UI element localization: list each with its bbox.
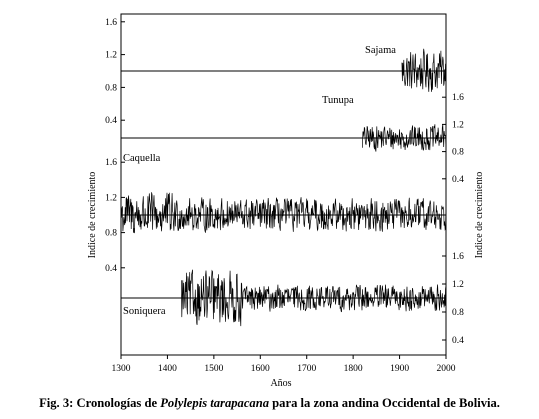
y-tick-label: 0.8	[452, 148, 464, 158]
y-tick-label: 1.2	[105, 193, 117, 203]
y-tick-label: 0.8	[105, 229, 117, 239]
y-tick-label: 0.8	[452, 308, 464, 318]
y-axis-title-right: Indice de crecimiento	[474, 172, 485, 259]
series-caquella	[120, 192, 447, 234]
chronology-chart: 1300 1400 1500 1600 1700 1800 1900 2000 0.4 0.8 1.…	[87, 13, 485, 389]
y-tick-label: 0.4	[452, 175, 464, 185]
y-tick-label: 1.2	[452, 120, 464, 130]
label-sajama: Sajama	[365, 45, 396, 56]
x-tick-label: 1700	[297, 364, 316, 374]
plot-frame	[120, 13, 447, 356]
series-soniquera	[181, 269, 447, 327]
y-tick-label: 0.4	[105, 264, 117, 274]
y-tick-label: 1.6	[105, 158, 117, 168]
y-tick-label: 1.2	[105, 51, 117, 61]
y-tick-label: 0.4	[105, 116, 117, 126]
x-tick-label: 1400	[158, 364, 177, 374]
label-tunupa: Tunupa	[322, 95, 354, 106]
y-tick-label: 1.6	[452, 252, 464, 262]
y-tick-label: 0.8	[105, 83, 117, 93]
y-tick-label: 0.4	[452, 336, 464, 346]
caption-prefix: Fig. 3: Cronologías de	[39, 396, 161, 410]
series-sajama	[401, 48, 447, 92]
x-tick-label: 1900	[390, 364, 409, 374]
series-tunupa	[362, 124, 447, 152]
y-axis-title-left: Indice de crecimiento	[87, 172, 98, 259]
label-soniquera: Soniquera	[123, 306, 166, 317]
label-caquella: Caquella	[123, 153, 161, 164]
x-tick-label: 2000	[437, 364, 456, 374]
x-tick-label: 1300	[112, 364, 131, 374]
caption-suffix: para la zona andina Occidental de Bolivi…	[269, 396, 500, 410]
x-tick-label: 1500	[204, 364, 223, 374]
y-tick-label: 1.6	[452, 93, 464, 103]
figure-caption: Fig. 3: Cronologías de Polylepis tarapac…	[0, 396, 539, 411]
caption-species: Polylepis tarapacana	[160, 396, 270, 410]
y-tick-label: 1.2	[452, 280, 464, 290]
x-tick-label: 1600	[251, 364, 270, 374]
y-tick-label: 1.6	[105, 18, 117, 28]
x-axis-title: Años	[270, 378, 291, 389]
x-tick-label: 1800	[344, 364, 363, 374]
